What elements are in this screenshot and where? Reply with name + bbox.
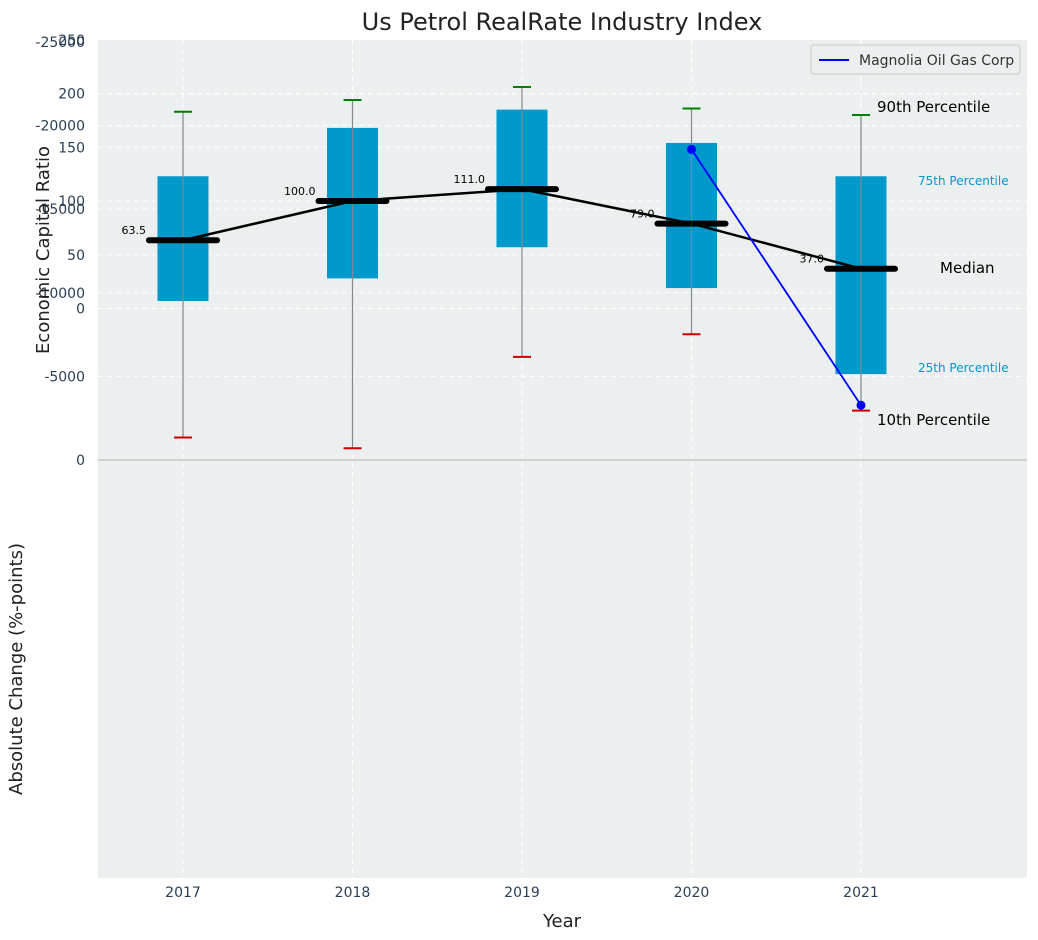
annotation-25th-percentile: 25th Percentile [918, 361, 1009, 375]
top-y-axis-label: Economic Capital Ratio [33, 146, 54, 354]
annotation-10th-percentile: 10th Percentile [877, 411, 990, 429]
bottom-y-tick-label: -15000 [35, 202, 85, 218]
bottom-y-axis-label: Absolute Change (%-points) [6, 543, 27, 795]
top-y-tick-label: 250 [58, 33, 85, 49]
company-series [687, 144, 866, 410]
top-y-tick-label: 150 [58, 140, 85, 156]
median-value-label: 100.0 [284, 185, 316, 198]
top-y-tick-label: 0 [76, 302, 85, 318]
bottom-y-tick-label: 0 [76, 453, 85, 469]
box-2018: 100.0 [284, 98, 390, 450]
bottom-y-tick-label: -5000 [44, 369, 85, 385]
company-point [856, 400, 866, 410]
x-tick-label: 2021 [843, 885, 879, 901]
top-y-tick-label: 50 [67, 248, 85, 264]
x-tick-label: 2019 [504, 885, 540, 901]
median-trend-line [182, 187, 862, 270]
bottom-y-tick-label: -10000 [35, 286, 85, 302]
x-tick-label: 2017 [165, 885, 201, 901]
x-tick-label: 2020 [674, 885, 710, 901]
chart-title: Us Petrol RealRate Industry Index [362, 8, 763, 36]
annotation-median: Median [940, 259, 995, 277]
legend-label: Magnolia Oil Gas Corp [859, 53, 1014, 69]
box-2019: 111.0 [454, 86, 559, 358]
annotation-90th-percentile: 90th Percentile [877, 98, 990, 116]
box-2017: 63.5 [122, 110, 220, 439]
median-value-label: 63.5 [122, 224, 147, 237]
legend-box [810, 44, 1021, 75]
legend: Magnolia Oil Gas Corp [810, 44, 1021, 75]
x-tick-labels: 2017 2018 2019 2020 2021 [165, 885, 879, 901]
bottom-y-tick-labels: 0 -5000 -10000 -15000 -20000 -25000 [35, 35, 85, 469]
bottom-y-tick-label: -25000 [35, 35, 85, 51]
x-tick-label: 2018 [335, 885, 371, 901]
median-trend [182, 187, 862, 270]
top-y-tick-label: 200 [58, 87, 85, 103]
x-axis-label: Year [542, 911, 582, 932]
bottom-plot-area [98, 460, 1027, 878]
top-y-tick-labels: 0 50 100 150 200 250 [58, 33, 85, 318]
box-2021: 37.0 [800, 114, 898, 412]
median-value-label: 111.0 [454, 173, 486, 186]
annotation-75th-percentile: 75th Percentile [918, 174, 1009, 188]
company-point [687, 144, 696, 154]
top-y-tick-label: 100 [58, 194, 85, 210]
bottom-y-tick-label: -20000 [35, 119, 85, 135]
company-line [690, 148, 862, 406]
